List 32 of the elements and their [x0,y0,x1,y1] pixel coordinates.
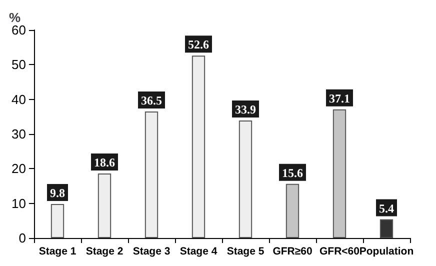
y-tick-label: 50 [12,57,26,72]
x-tick-label: Stage 3 [132,246,170,258]
y-tick-label: 10 [12,196,26,211]
data-label: 18.6 [94,156,115,170]
data-label: 15.6 [282,166,303,180]
bar [286,184,300,238]
bar [332,109,346,238]
x-tick-label: GFR<60 [320,246,360,258]
y-tick-label: 40 [12,92,26,107]
data-label: 52.6 [188,38,209,52]
bar [192,56,206,238]
y-tick-label: 60 [12,22,26,38]
bar [238,120,252,238]
bar [380,219,394,238]
data-label: 37.1 [329,91,350,106]
data-label: 5.4 [379,201,394,216]
y-tick-label: 30 [12,126,26,142]
x-tick-label: GFR≥60 [272,246,312,258]
bar [144,111,158,238]
x-tick-label: Stage 2 [86,246,124,258]
y-tick-label: 20 [12,161,26,176]
bar [50,204,64,238]
data-label: 9.8 [50,186,65,200]
data-label: 33.9 [235,102,256,116]
x-tick-label: Population [359,246,414,258]
y-tick-label: 0 [18,230,26,246]
bar [98,174,112,238]
x-tick-label: Stage 5 [226,246,264,258]
data-label: 36.5 [141,93,162,108]
y-axis-title: % [9,10,21,25]
x-tick-label: Stage 1 [38,246,76,258]
x-tick-label: Stage 4 [180,246,218,258]
